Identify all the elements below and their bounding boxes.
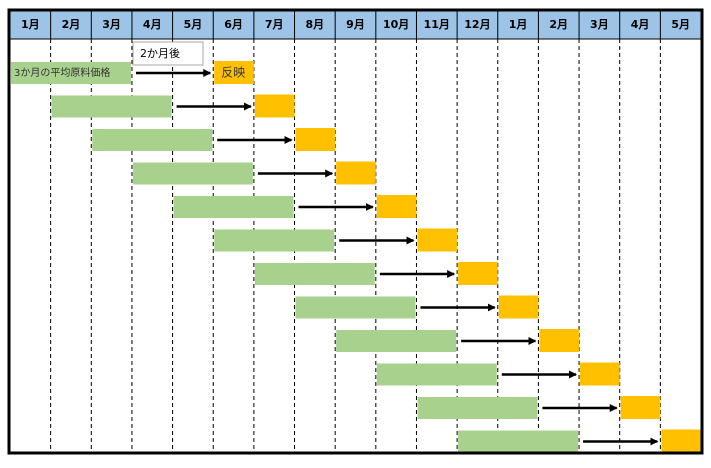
reflect-box bbox=[580, 362, 620, 386]
delay-box bbox=[132, 41, 204, 66]
reflect-box bbox=[620, 396, 661, 419]
average-bar bbox=[51, 95, 172, 118]
average-bar bbox=[254, 263, 375, 285]
month-label: 6月 bbox=[224, 18, 243, 31]
average-bar bbox=[92, 129, 213, 151]
month-label: 7月 bbox=[265, 18, 284, 31]
month-label: 5月 bbox=[184, 18, 203, 31]
average-bar bbox=[458, 430, 579, 453]
delay-label: 2か月後 bbox=[140, 46, 180, 60]
reflect-box bbox=[458, 262, 498, 285]
month-label: 9月 bbox=[346, 18, 365, 31]
month-label: 4月 bbox=[143, 18, 162, 31]
outer-border bbox=[7, 8, 704, 455]
average-bar bbox=[295, 296, 416, 319]
month-label: 2月 bbox=[62, 18, 81, 31]
month-label: 3月 bbox=[590, 18, 609, 31]
average-label: 3か月の平均原料価格 bbox=[14, 66, 110, 79]
month-label: 4月 bbox=[631, 18, 650, 31]
average-bar bbox=[214, 229, 335, 252]
month-label: 1月 bbox=[509, 18, 528, 31]
month-label: 2月 bbox=[549, 18, 568, 31]
month-label: 8月 bbox=[306, 18, 325, 31]
average-bar bbox=[417, 397, 538, 419]
reflect-label: 反映 bbox=[221, 66, 245, 80]
month-label: 11月 bbox=[424, 18, 450, 31]
month-label: 5月 bbox=[671, 18, 690, 31]
reflect-box bbox=[498, 295, 539, 319]
reflect-box bbox=[214, 61, 254, 84]
rows: 3か月の平均原料価格 反映 bbox=[11, 61, 701, 453]
header-row bbox=[10, 11, 701, 39]
average-bar bbox=[11, 62, 131, 84]
reflect-box bbox=[661, 429, 701, 453]
reflect-box bbox=[417, 228, 458, 252]
average-bar bbox=[173, 196, 294, 218]
reflect-box bbox=[539, 329, 580, 352]
month-label: 10月 bbox=[383, 18, 409, 31]
month-label: 3月 bbox=[102, 18, 121, 31]
reflect-box bbox=[376, 195, 417, 218]
reflect-box bbox=[295, 128, 336, 151]
average-bar bbox=[376, 363, 497, 386]
reflect-box bbox=[336, 161, 376, 185]
reflect-box bbox=[254, 94, 295, 118]
average-bar bbox=[336, 330, 457, 352]
average-bar bbox=[132, 162, 253, 185]
month-label: 1月 bbox=[21, 18, 40, 31]
month-label: 12月 bbox=[464, 18, 490, 31]
